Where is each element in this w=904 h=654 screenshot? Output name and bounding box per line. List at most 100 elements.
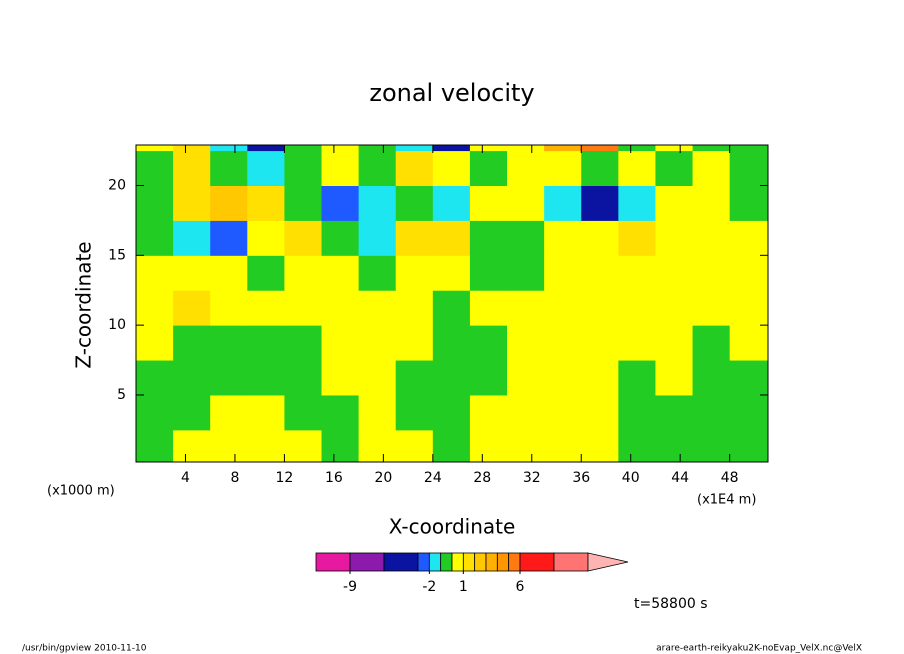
field-cell <box>655 394 694 431</box>
field-cell <box>284 220 323 256</box>
field-cell <box>729 325 768 361</box>
field-cell <box>321 290 360 326</box>
field-cell <box>210 150 248 186</box>
field-cell <box>173 220 211 256</box>
colorbar-box <box>440 552 453 572</box>
field-cell <box>395 290 434 326</box>
field-cell <box>618 220 656 256</box>
colorbar-box <box>428 552 442 572</box>
x-tick-label: 40 <box>622 470 640 486</box>
field-cell <box>469 185 508 221</box>
field-cell <box>469 150 508 186</box>
y-tick-label: 20 <box>108 177 126 193</box>
field-cell <box>321 145 360 152</box>
field-cell <box>321 325 360 361</box>
field-cell <box>136 145 174 152</box>
field-cell <box>358 360 397 396</box>
field-cell <box>729 394 768 431</box>
colorbar-box <box>496 552 510 572</box>
field-cell <box>247 429 285 462</box>
field-cell <box>284 185 323 221</box>
field-cell <box>581 290 619 326</box>
field-cell <box>469 360 508 396</box>
field-cell <box>358 290 397 326</box>
field-cell <box>655 325 694 361</box>
x-tick-label: 4 <box>181 470 190 486</box>
chart-title: zonal velocity <box>369 79 534 107</box>
y-unit: (x1000 m) <box>47 484 115 499</box>
x-tick-label: 32 <box>523 470 541 486</box>
field-cell <box>395 185 434 221</box>
field-cell <box>173 145 211 152</box>
field-cell <box>432 394 471 431</box>
field-cell <box>581 220 619 256</box>
x-tick-label: 24 <box>424 470 442 486</box>
field-cell <box>395 394 434 431</box>
field-cell <box>729 290 768 326</box>
field-cell <box>729 150 768 186</box>
field-cell <box>544 255 582 291</box>
field-cell <box>581 429 619 462</box>
field-cell <box>432 150 471 186</box>
field-cell <box>507 394 545 431</box>
colorbar-over <box>587 552 629 572</box>
colorbar-tick-label: -9 <box>343 579 357 595</box>
field-cell <box>729 145 768 152</box>
field-cell <box>210 255 248 291</box>
field-cell <box>469 290 508 326</box>
colorbar-tick-label: -2 <box>422 579 436 595</box>
field-cell <box>210 145 248 152</box>
x-tick-label: 16 <box>325 470 343 486</box>
field-cell <box>173 325 211 361</box>
colorbar-box <box>417 552 430 572</box>
field-cell <box>173 290 211 326</box>
field-cell <box>655 255 694 291</box>
field-cell <box>507 145 545 152</box>
field-cell <box>618 394 656 431</box>
field-cell <box>507 185 545 221</box>
field-cell <box>618 325 656 361</box>
field-cell <box>729 360 768 396</box>
field-cell <box>544 150 582 186</box>
time-annotation: t=58800 s <box>634 596 708 612</box>
field-cell <box>692 290 731 326</box>
field-cell <box>247 325 285 361</box>
field-cell <box>210 394 248 431</box>
field-cell <box>136 290 174 326</box>
field-cell <box>692 429 731 462</box>
field-cell <box>358 325 397 361</box>
field-cell <box>136 255 174 291</box>
field-cell <box>210 185 248 221</box>
x-tick-label: 36 <box>572 470 590 486</box>
field-cell <box>618 429 656 462</box>
field-cell <box>544 290 582 326</box>
colorbar-box <box>519 552 555 572</box>
field-cell <box>284 255 323 291</box>
field-cell <box>173 429 211 462</box>
colorbar-box <box>508 552 521 572</box>
field-cell <box>247 290 285 326</box>
y-tick-label: 15 <box>108 247 126 263</box>
footer-left: /usr/bin/gpview 2010-11-10 <box>22 644 147 654</box>
field-cell <box>581 145 619 152</box>
y-tick-label: 5 <box>117 387 126 403</box>
field-cell <box>507 150 545 186</box>
field-cell <box>692 325 731 361</box>
field <box>136 145 768 462</box>
field-cell <box>321 394 360 431</box>
colorbar-box <box>462 552 476 572</box>
field-cell <box>544 145 582 152</box>
colorbar-box <box>485 552 498 572</box>
field-cell <box>655 360 694 396</box>
field-cell <box>432 145 471 152</box>
colorbar-box <box>451 552 464 572</box>
field-cell <box>655 220 694 256</box>
field-cell <box>544 394 582 431</box>
plot-frame <box>135 144 769 463</box>
field-cell <box>544 185 582 221</box>
field-cell <box>358 145 397 152</box>
field-cell <box>618 150 656 186</box>
field-cell <box>210 325 248 361</box>
field-cell <box>321 255 360 291</box>
